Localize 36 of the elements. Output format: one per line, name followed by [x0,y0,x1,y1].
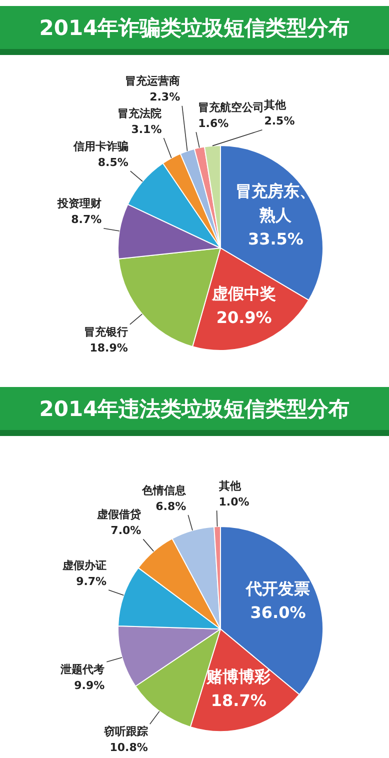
slice-label: 虚假借贷 [96,508,142,522]
data-label: 2.3% [150,90,180,104]
data-label: 1.6% [198,116,229,130]
slice-label: 其他 [218,479,242,492]
slice-label: 冒充法院 [118,106,162,120]
data-label: 7.0% [110,524,142,538]
data-label: 9.9% [74,678,105,692]
data-label: 18.7% [210,691,266,710]
slice-label: 色情信息 [141,484,188,497]
slice-label: 冒充航空公司 [198,100,264,114]
chart-title: 2014年诈骗类垃圾短信类型分布 [0,6,389,55]
data-label: 10.8% [110,741,148,754]
chart-title: 2014年违法类垃圾短信类型分布 [0,387,389,436]
slice-label: 窃听跟踪 [102,725,148,738]
data-label: 33.5% [248,230,304,249]
data-label: 3.1% [131,122,162,136]
data-label: 18.9% [90,341,128,354]
slice-label: 虚假办证 [62,558,107,572]
slice-label: 代开发票 [245,579,310,598]
slice-label: 其他 [263,98,288,112]
data-label: 8.7% [71,213,102,226]
slice-label: 赌博博彩 [206,667,272,686]
data-label: 20.9% [216,308,272,328]
slice-label: 投资理财 [56,197,102,210]
data-label: 9.7% [76,574,107,588]
data-label: 6.8% [156,500,186,513]
slice-label: 泄题代考 [60,662,105,676]
data-label: 1.0% [218,495,250,508]
slice-label: 冒充运营商 [125,74,180,88]
slice-label: 信用卡诈骗 [72,140,128,153]
data-label: 2.5% [264,114,295,128]
data-label: 36.0% [250,603,306,622]
data-label: 8.5% [98,156,128,169]
slice-label: 冒充房东、熟人 [236,182,316,225]
slice-label: 虚假中奖 [211,284,276,304]
slice-label: 冒充银行 [84,325,128,338]
